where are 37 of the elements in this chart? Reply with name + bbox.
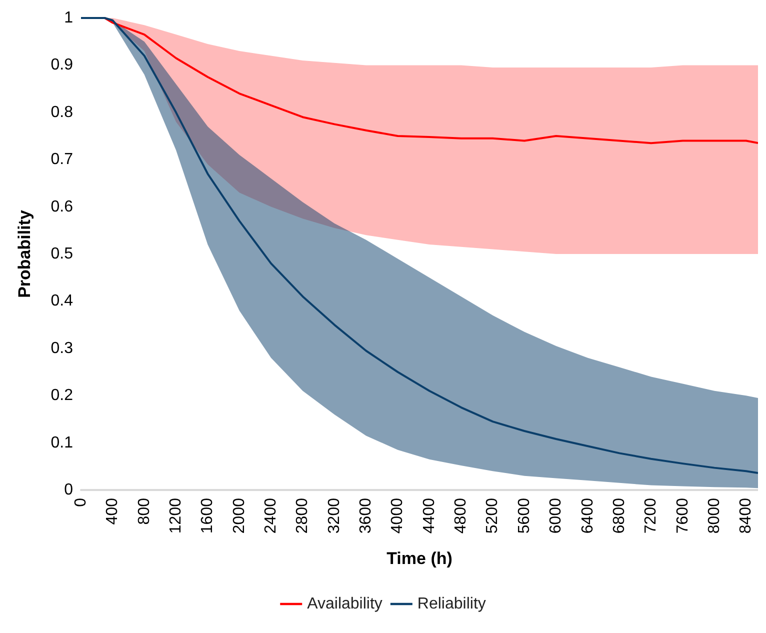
x-tick-label: 4000 xyxy=(389,498,406,534)
x-tick-label: 4800 xyxy=(452,498,470,534)
x-tick-label: 5200 xyxy=(484,498,502,534)
y-tick-label: 0 xyxy=(64,482,74,498)
y-tick-label: 0.1 xyxy=(50,434,74,452)
x-tick-label: 4400 xyxy=(420,498,438,534)
y-tick-label: 0.3 xyxy=(50,340,74,357)
x-tick-label: 3600 xyxy=(358,498,375,534)
y-tick-label: 0.6 xyxy=(50,198,74,216)
legend-label: Availability xyxy=(307,596,382,612)
x-tick-label: 5600 xyxy=(516,498,533,534)
y-tick-label: 1 xyxy=(64,10,74,26)
x-tick-label: 8000 xyxy=(706,498,723,534)
y-tick-label: 0.5 xyxy=(50,246,74,262)
x-tick-label: 7200 xyxy=(642,498,660,534)
x-tick-label: 7600 xyxy=(674,498,692,534)
x-tick-label: 6400 xyxy=(579,498,596,534)
x-tick-label: 8400 xyxy=(738,498,755,534)
y-axis-title: Probability xyxy=(15,210,34,298)
x-tick-label: 2000 xyxy=(230,498,248,534)
y-tick-label: 0.8 xyxy=(50,104,74,121)
y-tick-label: 0.7 xyxy=(50,151,74,168)
y-tick-label: 0.9 xyxy=(50,56,74,74)
x-tick-label: 0 xyxy=(72,498,90,507)
x-tick-label: 2400 xyxy=(262,498,280,534)
legend-label: Reliability xyxy=(417,596,486,612)
x-tick-label: 1600 xyxy=(199,498,216,534)
y-tick-label: 0.2 xyxy=(50,387,74,404)
x-tick-label: 2800 xyxy=(294,498,312,534)
x-tick-label: 6800 xyxy=(610,498,628,534)
x-tick-label: 400 xyxy=(104,498,122,525)
x-axis-title: Time (h) xyxy=(386,549,452,568)
x-tick-label: 1200 xyxy=(168,498,185,534)
x-tick-label: 6000 xyxy=(548,498,565,534)
x-tick-label: 800 xyxy=(136,498,153,525)
x-tick-label: 3200 xyxy=(326,498,343,534)
y-tick-label: 0.4 xyxy=(50,292,74,310)
